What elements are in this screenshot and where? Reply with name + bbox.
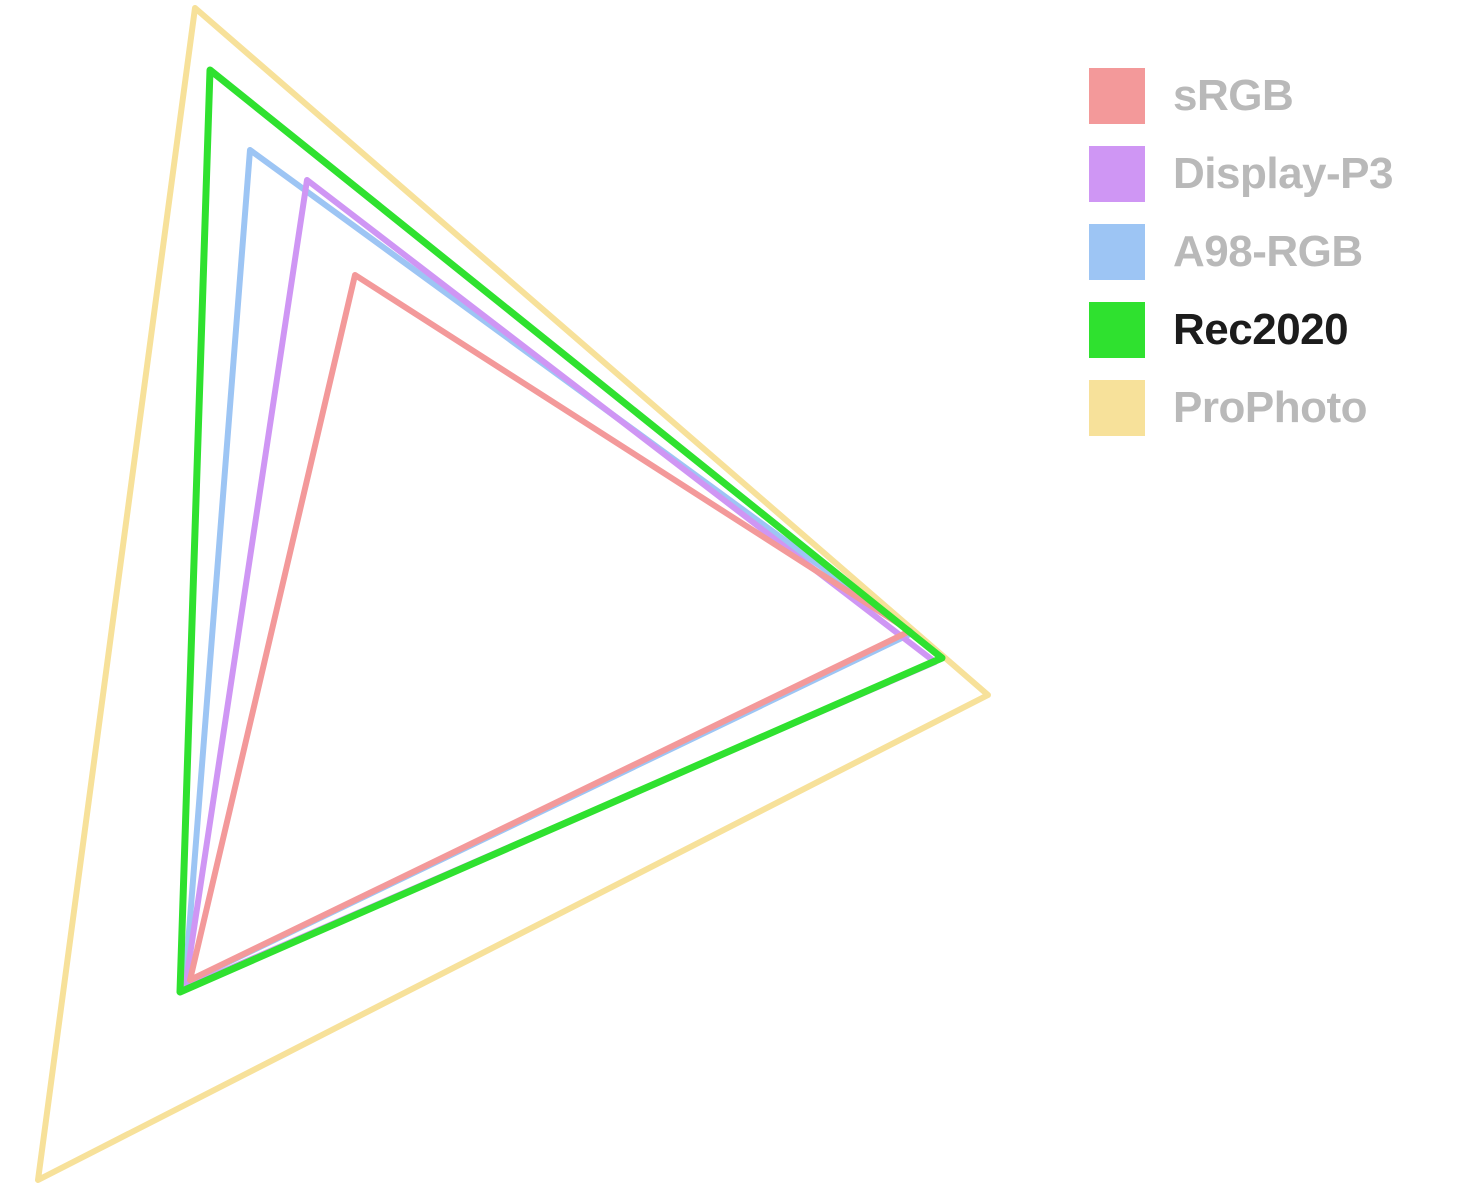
legend-label-srgb: sRGB [1173,71,1293,121]
legend: sRGB Display-P3 A98-RGB Rec2020 ProPhoto [1089,68,1393,436]
gamut-srgb [190,275,910,980]
legend-item-srgb[interactable]: sRGB [1089,68,1393,124]
legend-item-prophoto[interactable]: ProPhoto [1089,380,1393,436]
legend-swatch-rec2020 [1089,302,1145,358]
legend-label-displayp3: Display-P3 [1173,149,1393,199]
legend-label-rec2020: Rec2020 [1173,305,1348,355]
legend-item-displayp3[interactable]: Display-P3 [1089,146,1393,202]
legend-swatch-displayp3 [1089,146,1145,202]
legend-swatch-srgb [1089,68,1145,124]
gamut-displayp3 [185,180,935,988]
legend-item-rec2020[interactable]: Rec2020 [1089,302,1393,358]
legend-item-a98[interactable]: A98-RGB [1089,224,1393,280]
legend-swatch-a98 [1089,224,1145,280]
legend-label-prophoto: ProPhoto [1173,383,1367,433]
legend-label-a98: A98-RGB [1173,227,1363,277]
legend-swatch-prophoto [1089,380,1145,436]
